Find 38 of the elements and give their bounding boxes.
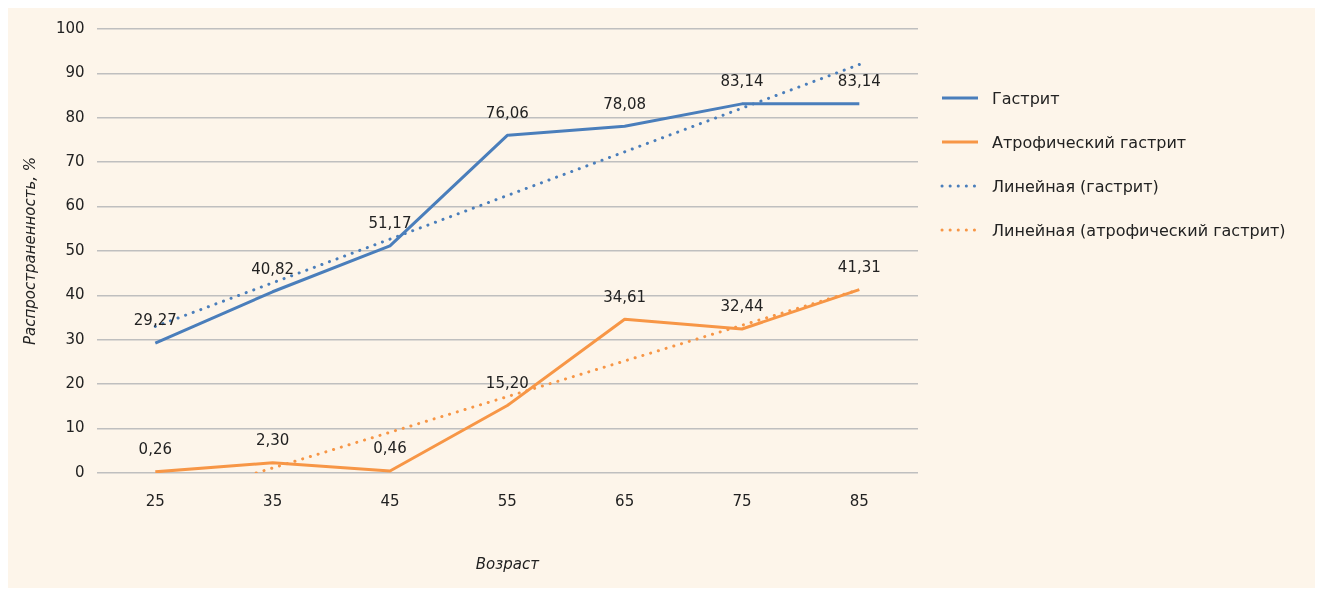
y-tick-label: 70: [65, 152, 85, 171]
data-label: 32,44: [720, 297, 764, 316]
legend-label: Атрофический гастрит: [992, 132, 1187, 152]
data-label: 41,31: [837, 257, 881, 276]
y-tick-label: 20: [65, 374, 85, 393]
legend-label: Линейная (атрофический гастрит): [992, 220, 1286, 240]
x-axis-title: Возраст: [475, 554, 541, 573]
x-tick-label: 45: [380, 491, 400, 510]
data-label: 0,26: [138, 440, 172, 459]
y-tick-label: 40: [65, 285, 85, 304]
data-label: 51,17: [368, 214, 412, 233]
x-tick-label: 35: [263, 491, 283, 510]
data-label: 83,14: [720, 72, 764, 91]
data-label: 40,82: [251, 260, 295, 279]
y-tick-label: 50: [65, 240, 85, 259]
data-label: 0,46: [373, 439, 407, 458]
data-label: 83,14: [837, 72, 881, 91]
y-tick-label: 90: [65, 63, 85, 82]
y-axis-title: Распространенность, %: [20, 156, 39, 346]
data-label: 78,08: [603, 94, 647, 113]
legend-label: Гастрит: [992, 88, 1060, 108]
x-tick-label: 75: [732, 491, 752, 510]
data-label: 15,20: [485, 373, 529, 392]
x-tick-label: 55: [497, 491, 517, 510]
y-tick-label: 10: [65, 418, 85, 437]
legend-label: Линейная (гастрит): [992, 176, 1159, 196]
data-label: 29,27: [133, 311, 177, 330]
y-tick-label: 60: [65, 196, 85, 215]
data-label: 76,06: [485, 103, 529, 122]
data-label: 34,61: [603, 287, 647, 306]
x-tick-label: 65: [615, 491, 635, 510]
data-label: 2,30: [255, 431, 290, 450]
y-tick-label: 80: [65, 107, 85, 126]
x-tick-label: 85: [849, 491, 869, 510]
y-tick-label: 0: [75, 462, 85, 481]
y-tick-label: 100: [55, 18, 85, 37]
y-tick-label: 30: [65, 329, 85, 348]
x-tick-label: 25: [145, 491, 165, 510]
